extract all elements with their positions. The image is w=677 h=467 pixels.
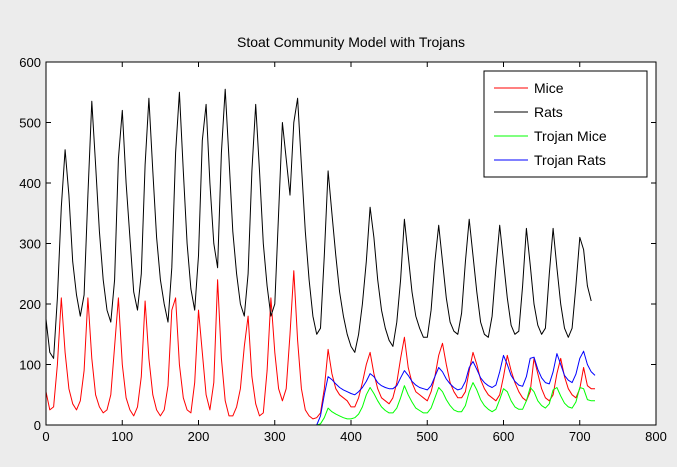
y-tick-label: 0 — [34, 418, 41, 433]
x-tick-label: 700 — [569, 429, 591, 444]
series-line-rats — [45, 88, 592, 359]
legend: Mice Rats Trojan Mice Trojan Rats — [483, 70, 648, 178]
legend-label: Mice — [534, 80, 564, 96]
series-line-mice — [45, 270, 595, 420]
series-layer — [45, 88, 596, 426]
x-tick-label: 500 — [416, 429, 438, 444]
x-tick-label: 800 — [645, 429, 667, 444]
y-tick-label: 600 — [19, 55, 41, 70]
x-tick-label: 600 — [493, 429, 515, 444]
x-tick-label: 200 — [188, 429, 210, 444]
y-tick-label: 100 — [19, 358, 41, 373]
legend-label: Trojan Mice — [534, 128, 607, 144]
legend-label: Trojan Rats — [534, 152, 606, 168]
chart-title: Stoat Community Model with Trojans — [237, 34, 465, 50]
legend-label: Rats — [534, 104, 563, 120]
ticks-layer: 0 100 200 300 400 500 600 700 800 0 100 200 300 400 50… — [19, 55, 667, 444]
series-line-trojan-rats — [46, 350, 596, 426]
y-tick-label: 400 — [19, 176, 41, 191]
y-tick-label: 200 — [19, 297, 41, 312]
series-line-trojan-mice — [46, 382, 595, 426]
legend-box — [483, 70, 648, 178]
x-tick-label: 0 — [42, 429, 49, 444]
x-tick-label: 100 — [111, 429, 133, 444]
y-tick-label: 500 — [19, 116, 41, 131]
x-tick-label: 300 — [264, 429, 286, 444]
y-tick-label: 300 — [19, 237, 41, 252]
x-tick-label: 400 — [340, 429, 362, 444]
